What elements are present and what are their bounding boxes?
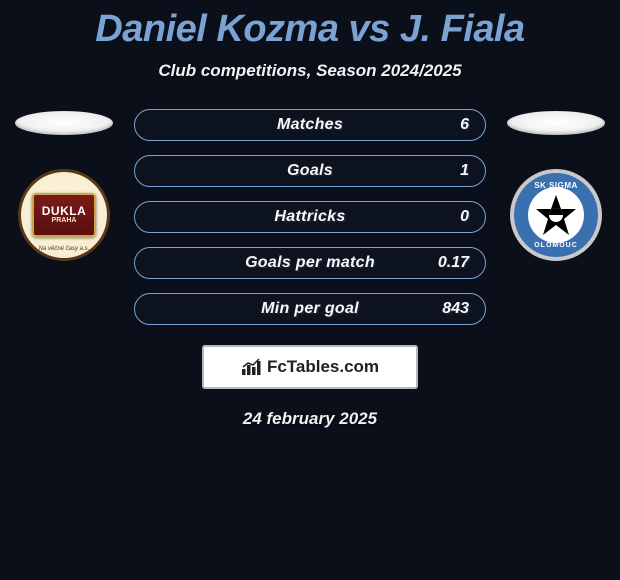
stat-value-right: 6: [460, 116, 469, 134]
left-column: DUKLA PRAHA Na věčné časy a.s.: [8, 109, 120, 261]
sigma-top-text: SK SIGMA: [534, 181, 578, 190]
stats-column: Matches 6 Goals 1 Hattricks 0 Goals per …: [120, 109, 500, 325]
sigma-inner-circle: [528, 187, 584, 243]
stat-value-right: 843: [442, 300, 469, 318]
right-column: SK SIGMA OLOMOUC: [500, 109, 612, 261]
stat-label: Goals: [287, 162, 333, 180]
dukla-sub-text: PRAHA: [52, 217, 77, 225]
stat-label: Hattricks: [274, 208, 345, 226]
sigma-star-icon: [534, 193, 578, 237]
stat-value-right: 0.17: [438, 254, 469, 272]
stat-row-hattricks: Hattricks 0: [134, 201, 486, 233]
comparison-card: Daniel Kozma vs J. Fiala Club competitio…: [0, 0, 620, 429]
player-right-oval: [507, 111, 605, 135]
stat-row-goals-per-match: Goals per match 0.17: [134, 247, 486, 279]
date-text: 24 february 2025: [0, 409, 620, 429]
stat-value-right: 1: [460, 162, 469, 180]
player-left-oval: [15, 111, 113, 135]
content-row: DUKLA PRAHA Na věčné časy a.s. Matches 6…: [0, 109, 620, 325]
dukla-motto: Na věčné časy a.s.: [39, 246, 90, 252]
stat-value-right: 0: [460, 208, 469, 226]
page-title: Daniel Kozma vs J. Fiala: [0, 8, 620, 51]
brand-link[interactable]: FcTables.com: [202, 345, 418, 389]
stat-label: Goals per match: [245, 254, 375, 272]
club-badge-right: SK SIGMA OLOMOUC: [510, 169, 602, 261]
stat-label: Matches: [277, 116, 343, 134]
stat-row-goals: Goals 1: [134, 155, 486, 187]
stat-row-min-per-goal: Min per goal 843: [134, 293, 486, 325]
sigma-bottom-text: OLOMOUC: [534, 242, 578, 249]
dukla-main-text: DUKLA: [42, 205, 87, 217]
brand-text: FcTables.com: [267, 357, 379, 377]
stat-label: Min per goal: [261, 300, 359, 318]
club-badge-left: DUKLA PRAHA Na věčné časy a.s.: [18, 169, 110, 261]
dukla-shield-icon: DUKLA PRAHA: [32, 193, 96, 237]
bar-chart-icon: [241, 358, 261, 376]
subtitle: Club competitions, Season 2024/2025: [0, 61, 620, 81]
stat-row-matches: Matches 6: [134, 109, 486, 141]
